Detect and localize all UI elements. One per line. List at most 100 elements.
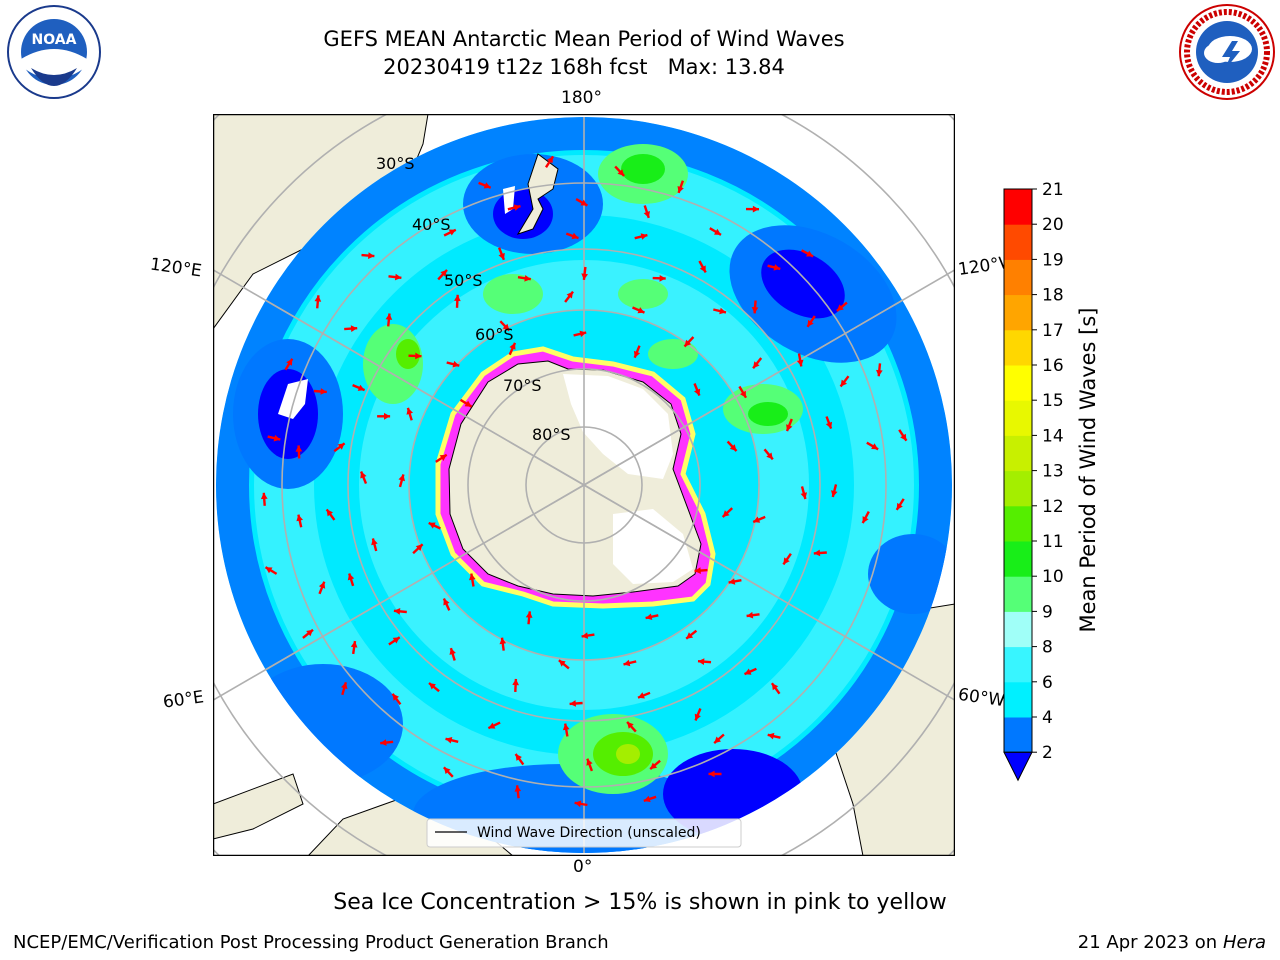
wave-arrow-head [445,737,453,744]
wave-arrow-head [286,358,293,366]
lat-label-50s: 50°S [444,271,483,290]
lon-label-120e: 120°E [148,254,203,282]
wave-arrow-head [562,723,570,731]
wave-arrow-head [686,632,694,639]
wave-arrow-head [767,732,775,740]
wave-arrow-head [729,444,737,451]
wave-arrow-head [392,637,400,644]
wave-arrow-head [498,252,505,260]
colorbar-segment [1004,681,1032,718]
colorbar-tick-label: 21 [1042,180,1064,200]
madagascar-land [213,773,304,840]
colorbar-tick-label: 14 [1042,426,1064,446]
colorbar-segment [1004,294,1032,331]
wave-arrow-head [617,169,625,176]
wave-arrow-head [295,445,303,452]
colorbar-segment [1004,400,1032,436]
colorbar-segment [1004,259,1032,296]
wave-arrow-head [392,693,399,701]
wave-arrow-head [398,474,405,482]
wave-arrow-head [415,544,423,551]
sea-ice-caption: Sea Ice Concentration > 15% is shown in … [333,890,947,915]
lat-label-60s: 60°S [475,325,514,344]
wave-arrow-head [753,361,760,369]
wave-arrow-head [318,581,326,589]
wave-arrow-head [443,598,450,606]
wave-arrow-head [448,229,456,236]
colorbar-tick-label: 9 [1042,602,1053,622]
lon-label-0: 0° [573,857,593,877]
wave-arrow-head [515,754,522,761]
wave-arrow-head [650,762,658,770]
colorbar-label: Mean Period of Wind Waves [s] [1076,307,1100,633]
colorbar-tick-label: 4 [1042,708,1053,728]
wave-arrow-head [512,678,519,686]
wave-arrow-head [449,648,456,655]
colorbar-segment [1004,329,1032,366]
wave-arrow-head [347,573,355,581]
wave-arrow-head [385,313,393,320]
colorbar-segment [1004,224,1032,260]
wave-arrow-head [586,758,593,766]
wave-arrow-head [786,424,793,432]
wave-arrow-head [714,736,721,744]
polar-map: 30°S 40°S 50°S 60°S 70°S 80°S Wind Wave … [213,114,955,856]
wave-arrow-head [306,629,313,637]
wave-arrow-head [807,319,814,327]
wave-arrow-head [708,770,715,778]
wave-arrow-head [566,291,573,299]
wave-arrow-head [394,273,402,281]
wave-arrow-head [796,359,804,367]
colorbar-segment [1004,541,1032,577]
wave-arrow-head [753,516,761,523]
wave-arrow-head [840,379,847,387]
wave-arrow-head [296,514,303,522]
wave-arrow-head [581,273,588,280]
map-legend: Wind Wave Direction (unscaled) [426,818,742,848]
wave-arrow-head [694,567,701,574]
wave-arrow-head [273,434,281,442]
wave-arrow-head [469,573,476,581]
colorbar-tick-label: 11 [1042,532,1064,552]
wave-arrow-head [751,307,759,314]
wave-arrow-head [360,471,367,479]
lon-label-60e: 60°E [161,687,206,713]
wave-arrow-head [513,204,521,211]
wave-arrow-head [350,641,358,648]
wave-arrow-head [326,509,333,517]
colorbar-segment [1004,470,1032,507]
wave-arrow-head [499,637,507,645]
wave-arrow-head [825,421,833,429]
plot-subtitle: 20230419 t12z 168h fcst Max: 13.84 [383,55,785,79]
wave-arrow-head [571,232,579,240]
wave-arrow-head [341,682,348,690]
wave-arrow-head [380,739,387,746]
wave-arrow-head [659,275,666,282]
footer-date-text: 21 Apr 2023 on [1077,932,1223,953]
wave-arrow-head [714,228,721,235]
wave-arrow-head [350,325,358,332]
wave-arrow-head [581,632,589,639]
wave-arrow-head [800,492,807,499]
wave-arrow-head [514,785,522,792]
wave-arrow-head [406,407,413,415]
colorbar-segment [1004,611,1032,648]
wave-arrow-head [871,443,879,450]
wave-arrow-head [740,390,746,398]
wave-arrow-head [393,608,401,615]
wave-arrow-head [627,721,634,729]
wave-arrow-head [876,369,883,377]
colorbar-segment [1004,576,1032,612]
wind-wave-arrows [260,155,908,808]
wave-arrow-head [783,557,790,565]
new-zealand-land [516,153,559,235]
colorbar-tick-label: 2 [1042,743,1053,763]
wave-arrow-head [836,304,844,311]
wave-arrow-head [429,683,436,690]
lat-label-80s: 80°S [532,425,571,444]
colorbar-tick-label: 13 [1042,462,1064,482]
colorbar-segment [1004,717,1032,753]
wave-arrow-head [368,252,375,259]
wave-arrow-head [415,352,422,360]
wave-arrow-head [771,683,779,691]
